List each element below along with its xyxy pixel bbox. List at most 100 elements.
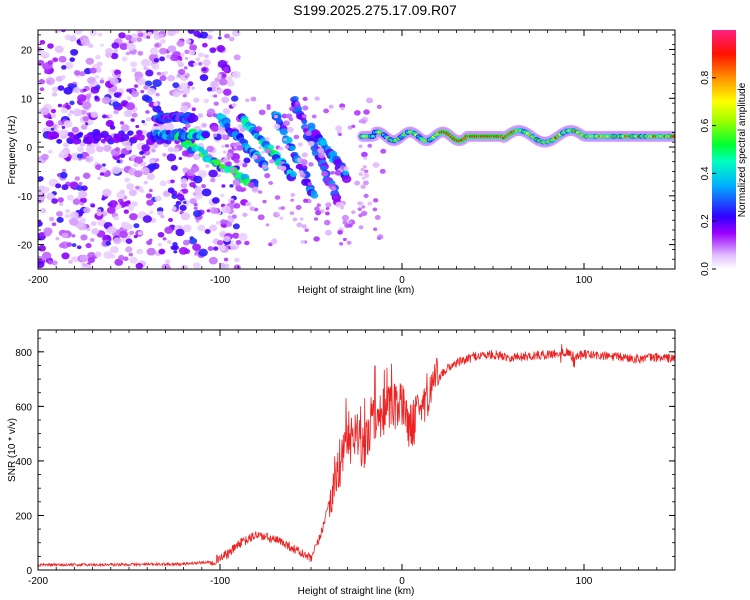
spectrogram-noise-cell [223,257,229,262]
spectrogram-noise-cell [232,143,238,148]
spectrogram-noise-cell [100,43,105,47]
spectrogram-noise-cell [127,130,134,136]
spectrogram-noise-cell [133,156,144,165]
spectrogram-noise-cell [269,159,275,164]
spectrogram-noise-cell [220,169,225,173]
spectrogram-noise-cell [51,86,59,93]
spectrogram-noise-cell [141,144,150,152]
spectrogram-xlabel: Height of straight line (km) [298,285,415,296]
spectrogram-noise-cell [102,188,112,197]
colorbar-tick-label: 0.8 [700,70,711,84]
spectrogram-noise-cell [351,124,356,128]
spectrogram-noise-cell [60,30,66,33]
spectrogram-streak-cell [201,149,209,156]
spectrogram-ytick-label: 10 [21,94,33,105]
spectrogram-noise-cell [373,198,379,203]
spectrogram-noise-cell [38,176,44,182]
spectrogram-noise-cell [83,207,91,214]
spectrogram-cells [38,30,675,269]
spectrogram-noise-cell [294,101,300,105]
spectrogram-noise-cell [58,153,64,158]
spectrogram-noise-cell [146,117,152,122]
spectrogram-noise-cell [180,212,191,221]
spectrogram-noise-cell [125,183,135,190]
spectrogram-noise-cell [222,157,229,163]
spectrogram-noise-cell [218,244,227,252]
spectrogram-noise-cell [110,246,119,254]
spectrogram-noise-cell [228,217,235,223]
spectrogram-noise-cell [175,228,185,237]
spectrogram-noise-cell [197,170,208,178]
spectrogram-noise-cell [224,144,230,148]
spectrogram-noise-cell [323,219,331,226]
spectrogram-noise-cell [55,125,60,129]
spectrogram-noise-cell [248,181,255,187]
spectrogram-noise-cell [270,238,278,245]
spectrogram-noise-cell [133,234,138,239]
spectrogram-noise-cell [236,145,244,151]
spectrogram-noise-cell [133,170,143,178]
spectrogram-noise-cell [149,210,154,215]
spectrogram-noise-cell [129,256,138,264]
spectrogram-noise-cell [165,259,171,264]
spectrogram-noise-cell [39,87,45,92]
spectrogram-noise-cell [156,71,162,76]
spectrogram-noise-cell [43,230,52,237]
spectrogram-noise-cell [361,205,366,209]
spectrogram-noise-cell [51,260,58,266]
spectrogram-noise-cell [225,161,232,167]
spectrogram-noise-cell [147,163,157,171]
spectrogram-noise-cell [211,197,220,204]
spectrogram-noise-cell [198,52,204,58]
spectrogram-noise-cell [101,114,107,119]
spectrogram-noise-cell [136,30,142,34]
spectrogram-noise-cell [194,186,202,192]
spectrogram-noise-cell [62,142,70,148]
spectrogram-noise-cell [334,170,342,176]
snr-xlabel: Height of straight line (km) [298,586,415,597]
spectrogram-noise-cell [195,57,201,62]
spectrogram-noise-cell [244,240,250,246]
spectrogram-noise-cell [173,147,180,153]
spectrogram-noise-cell [153,101,159,107]
spectrogram-noise-cell [77,146,85,153]
spectrogram-noise-cell [113,48,118,53]
spectrogram-noise-cell [343,166,349,172]
spectrogram-noise-cell [178,247,189,255]
spectrogram-noise-cell [308,162,314,167]
spectrogram-noise-cell [311,114,317,119]
spectrogram-noise-cell [147,87,156,96]
spectrogram-noise-cell [265,223,270,227]
spectrogram-noise-cell [81,101,92,110]
spectrogram-noise-cell [118,254,125,261]
spectrogram-noise-cell [159,56,165,62]
spectrogram-noise-cell [157,242,163,247]
spectrogram-noise-cell [341,214,350,221]
spectrogram-carrier-cell [672,134,675,138]
spectrogram-noise-cell [229,184,234,188]
spectrogram-noise-cell [93,81,99,86]
spectrogram-noise-cell [119,230,128,239]
spectrogram-noise-cell [106,206,116,214]
spectrogram-noise-cell [76,153,83,159]
spectrogram-noise-cell [220,134,228,140]
spectrogram-noise-cell [136,248,144,255]
spectrogram-noise-cell [137,32,144,38]
spectrogram-noise-cell [119,43,128,50]
spectrogram-noise-cell [162,237,167,241]
spectrogram-noise-cell [58,55,67,63]
spectrogram-noise-cell [249,206,255,211]
spectrogram-noise-cell [158,33,164,39]
spectrogram-noise-cell [61,232,69,239]
spectrogram-noise-cell [179,204,187,212]
spectrogram-noise-cell [199,31,209,39]
spectrogram-noise-cell [172,206,177,211]
spectrogram-noise-cell [197,113,204,118]
spectrogram-noise-cell [126,96,132,100]
spectrogram-noise-cell [152,79,162,88]
spectrogram-noise-cell [130,61,138,68]
spectrogram-noise-cell [143,180,148,185]
spectrogram-noise-cell [90,221,97,227]
spectrogram-noise-cell [71,234,76,238]
spectrogram-noise-cell [124,177,131,183]
